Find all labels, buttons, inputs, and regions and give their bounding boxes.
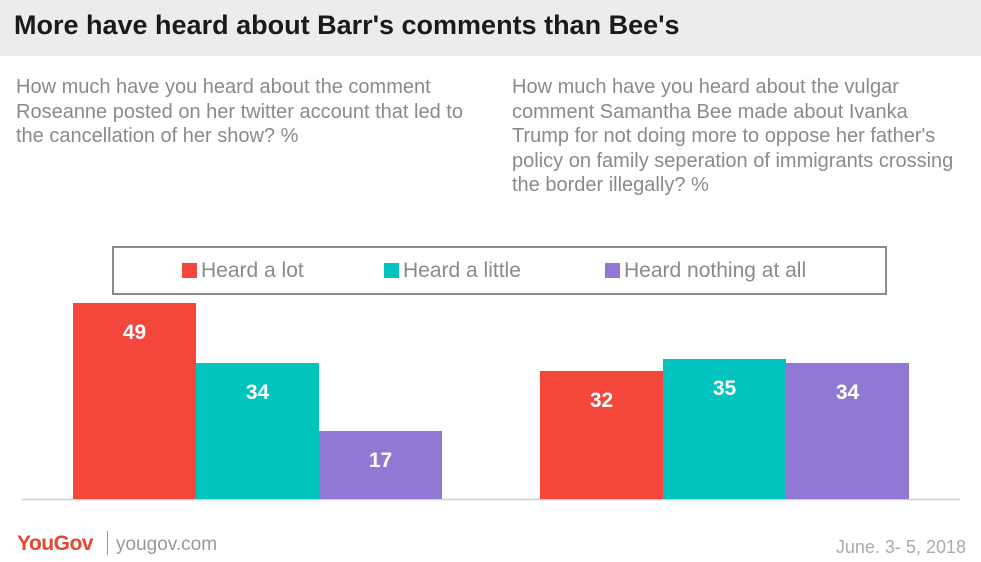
legend-item-heard-a-little: Heard a little [384,248,521,293]
bar-value-label: 34 [246,381,270,404]
question-right: How much have you heard about the vulgar… [512,76,954,196]
bar-roseanne-1 [196,363,319,499]
yougov-logo: YouGov [17,532,93,555]
bar-value-label: 32 [590,389,613,412]
legend-swatch-heard-nothing [605,263,620,278]
legend-swatch-heard-a-lot [182,263,197,278]
bar-roseanne-2 [319,431,442,499]
bar-bee-1 [663,359,786,499]
footer-date: June. 3- 5, 2018 [835,537,966,557]
bar-value-label: 34 [836,381,860,404]
bar-value-label: 49 [123,321,146,344]
bar-value-label: 35 [713,377,737,400]
legend: Heard a lot Heard a little Heard nothing… [112,246,887,295]
legend-swatch-heard-a-little [384,263,399,278]
footer-divider [107,531,108,555]
bar-bee-0 [540,371,663,499]
title-bar [0,0,981,56]
question-left: How much have you heard about the commen… [16,76,463,147]
chart-title: More have heard about Barr's comments th… [14,10,680,40]
legend-label-heard-nothing: Heard nothing at all [624,258,807,282]
bar-bee-2 [786,363,909,499]
legend-label-heard-a-little: Heard a little [403,258,521,282]
legend-item-heard-a-lot: Heard a lot [182,248,304,293]
legend-item-heard-nothing: Heard nothing at all [605,248,806,293]
bar-roseanne-0 [73,303,196,499]
footer-site: yougov.com [116,534,218,555]
bar-value-label: 17 [369,449,392,472]
legend-label-heard-a-lot: Heard a lot [201,258,304,282]
